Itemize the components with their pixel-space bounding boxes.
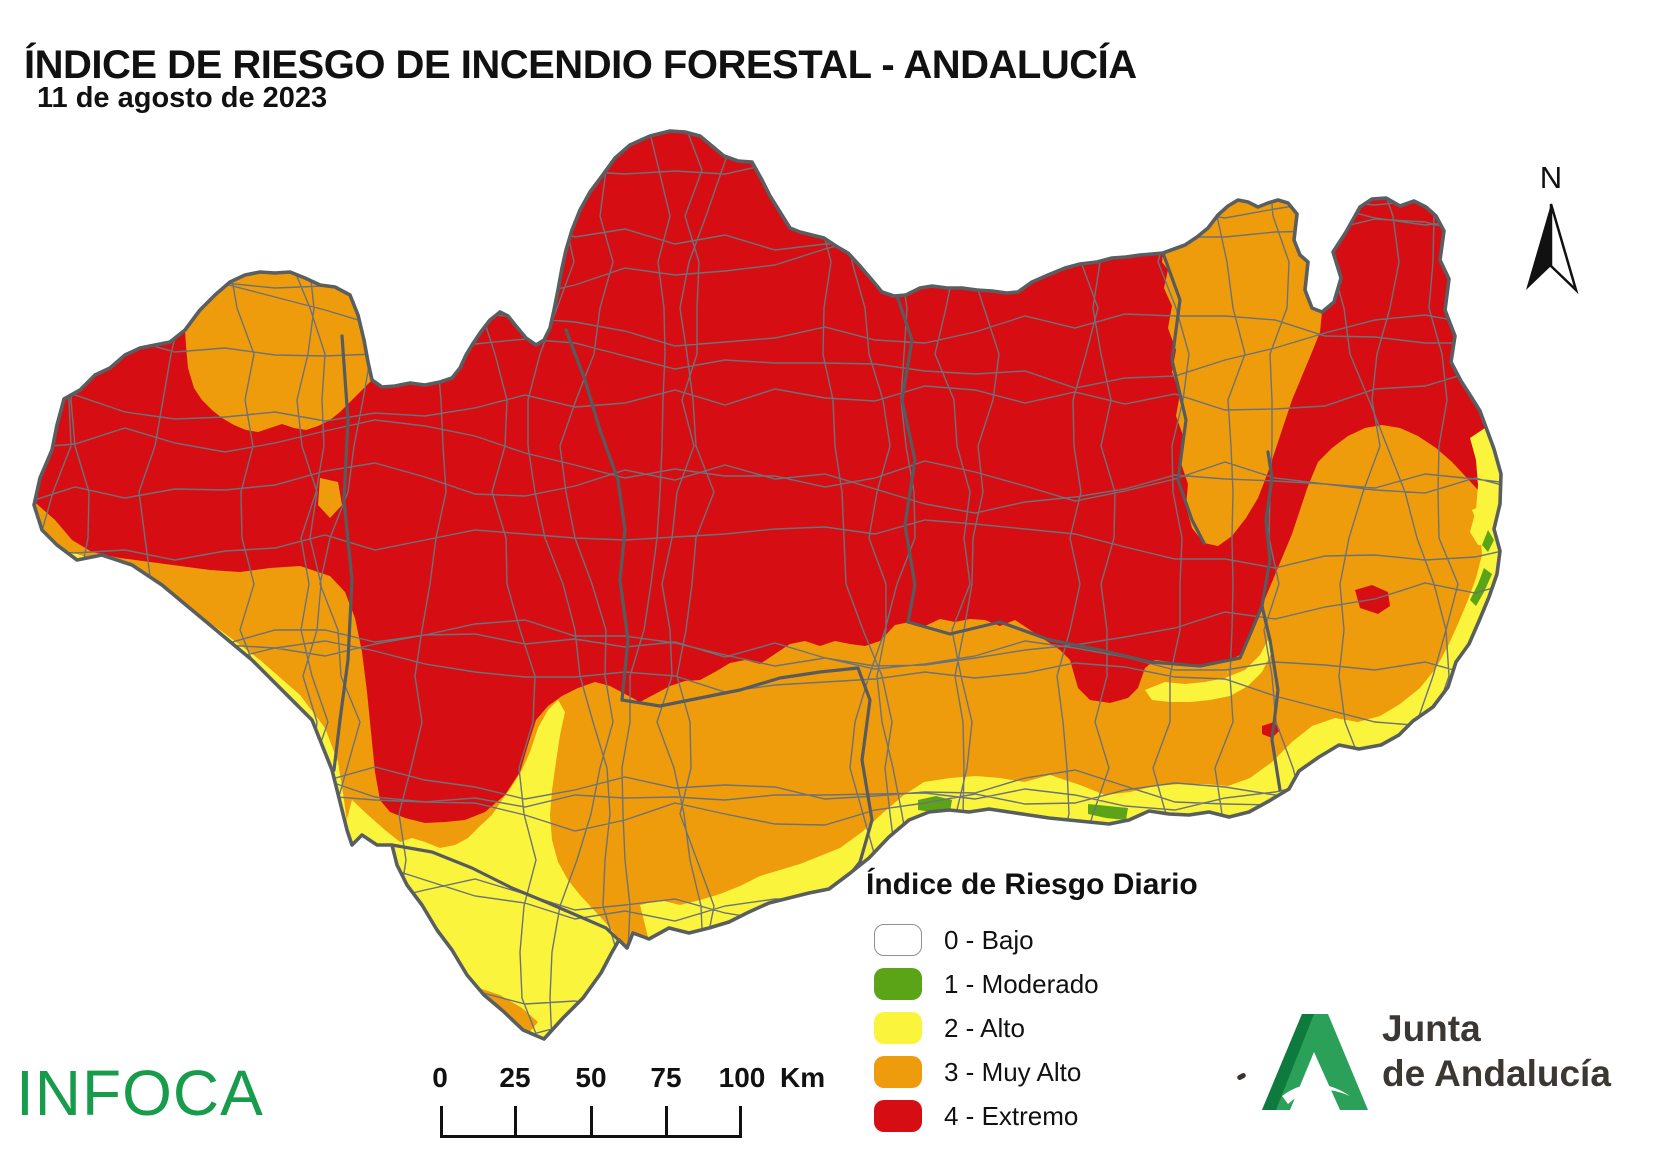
scale-bar: 0 25 50 75 100 Km (425, 1062, 825, 1142)
scale-tick-100: 100 (718, 1062, 766, 1093)
scale-unit: Km (780, 1062, 826, 1093)
map-zone-alto-necoast (1470, 418, 1501, 548)
scale-tick-25: 25 (499, 1062, 531, 1093)
junta-line2: de Andalucía (1382, 1053, 1611, 1094)
infoca-logo: INFOCA (16, 1057, 264, 1129)
legend-swatch-extremo (874, 1100, 922, 1132)
legend-title: Índice de Riesgo Diario (866, 868, 1198, 901)
page-title: ÍNDICE DE RIESGO DE INCENDIO FORESTAL - … (24, 42, 1137, 87)
legend-item-alto: 2 - Alto (866, 1006, 1236, 1050)
map-zone-muyalto-ne (1162, 200, 1322, 546)
region-outline (32, 129, 1503, 1041)
province-border-cordoba-jaen (895, 294, 917, 624)
junta-line1: Junta (1382, 1008, 1481, 1049)
map-zone-alto-cadiz (342, 700, 628, 1039)
map-zone-moderado-6 (1470, 568, 1492, 606)
province-border-jaen-east (1161, 251, 1206, 545)
province-border-granada-almeria (1260, 450, 1282, 792)
scale-tick-75: 75 (650, 1062, 682, 1093)
north-arrow: N (1514, 160, 1588, 295)
map-zone-moderado-7 (1482, 530, 1494, 552)
north-arrow-icon (1526, 203, 1579, 295)
province-border-sevilla-cadiz (390, 843, 629, 950)
legend-item-moderado: 1 - Moderado (866, 962, 1236, 1006)
province-border-huelva-sevilla (332, 334, 354, 772)
legend-swatch-moderado (874, 968, 922, 1000)
junta-logo: Junta de Andalucía (1254, 1002, 1653, 1122)
legend-swatch-muy-alto (874, 1056, 922, 1088)
scale-bar-line (440, 1106, 742, 1138)
province-border-jaen-granada (906, 604, 1264, 668)
legend-item-muy-alto: 3 - Muy Alto (866, 1050, 1236, 1094)
north-label: N (1539, 160, 1563, 195)
map-date: 11 de agosto de 2023 (37, 82, 328, 114)
legend-item-bajo: 0 - Bajo (866, 918, 1236, 962)
map-zone-alto-granada (1145, 640, 1272, 702)
legend-swatch-alto (874, 1012, 922, 1044)
map-zone-extremo-island-2 (1262, 722, 1280, 738)
map-zone-moderado-4 (1088, 804, 1128, 820)
province-border-malaga (620, 666, 874, 874)
legend-swatch-bajo (874, 924, 922, 956)
map-zone-muyalto-nw2 (318, 478, 342, 518)
map-zone-muyalto-nw (185, 272, 372, 432)
scale-tick-0: 0 (432, 1062, 448, 1093)
legend: Índice de Riesgo Diario 0 - Bajo 1 - Mod… (866, 868, 1236, 1138)
junta-a-icon (1262, 1014, 1368, 1110)
scale-tick-50: 50 (575, 1062, 607, 1093)
province-border-sevilla-cordoba (564, 328, 630, 702)
map-zone-alto-southcoast (640, 502, 1501, 970)
legend-item-extremo: 4 - Extremo (866, 1094, 1236, 1138)
